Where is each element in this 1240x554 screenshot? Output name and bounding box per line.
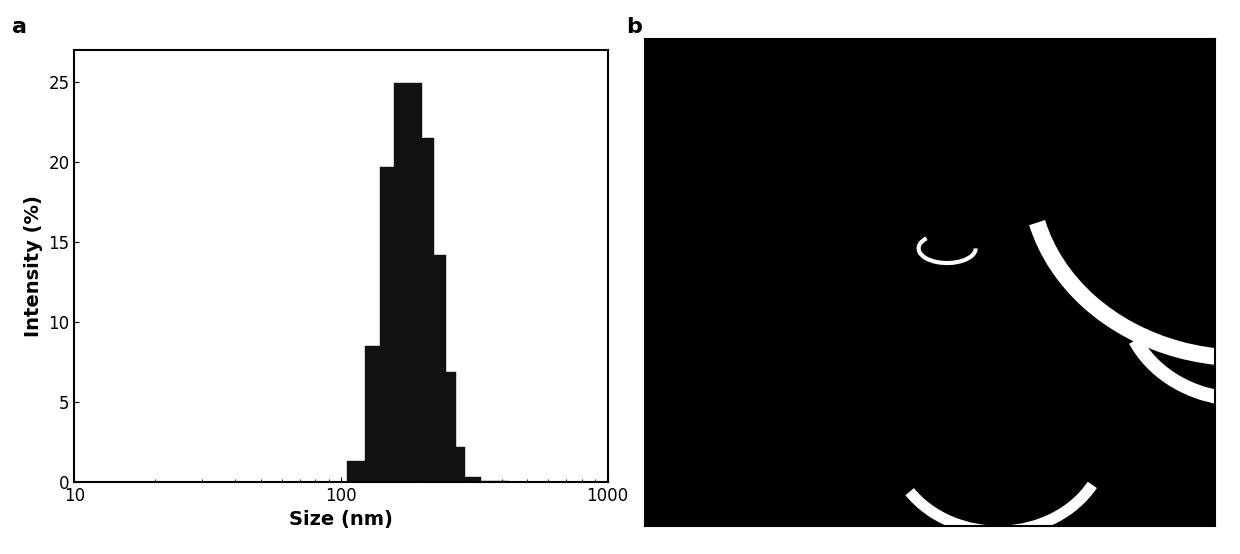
Bar <box>381 167 409 482</box>
Bar <box>436 447 465 482</box>
Bar <box>347 461 376 482</box>
Text: a: a <box>12 17 27 37</box>
Bar <box>365 346 393 482</box>
Bar <box>481 481 508 482</box>
Text: b: b <box>626 17 642 37</box>
Bar <box>394 84 423 482</box>
Y-axis label: Intensity (%): Intensity (%) <box>24 195 43 337</box>
Bar <box>428 372 455 482</box>
Bar <box>407 138 434 482</box>
X-axis label: Size (nm): Size (nm) <box>289 510 393 530</box>
Bar <box>454 477 481 482</box>
Bar <box>418 255 445 482</box>
